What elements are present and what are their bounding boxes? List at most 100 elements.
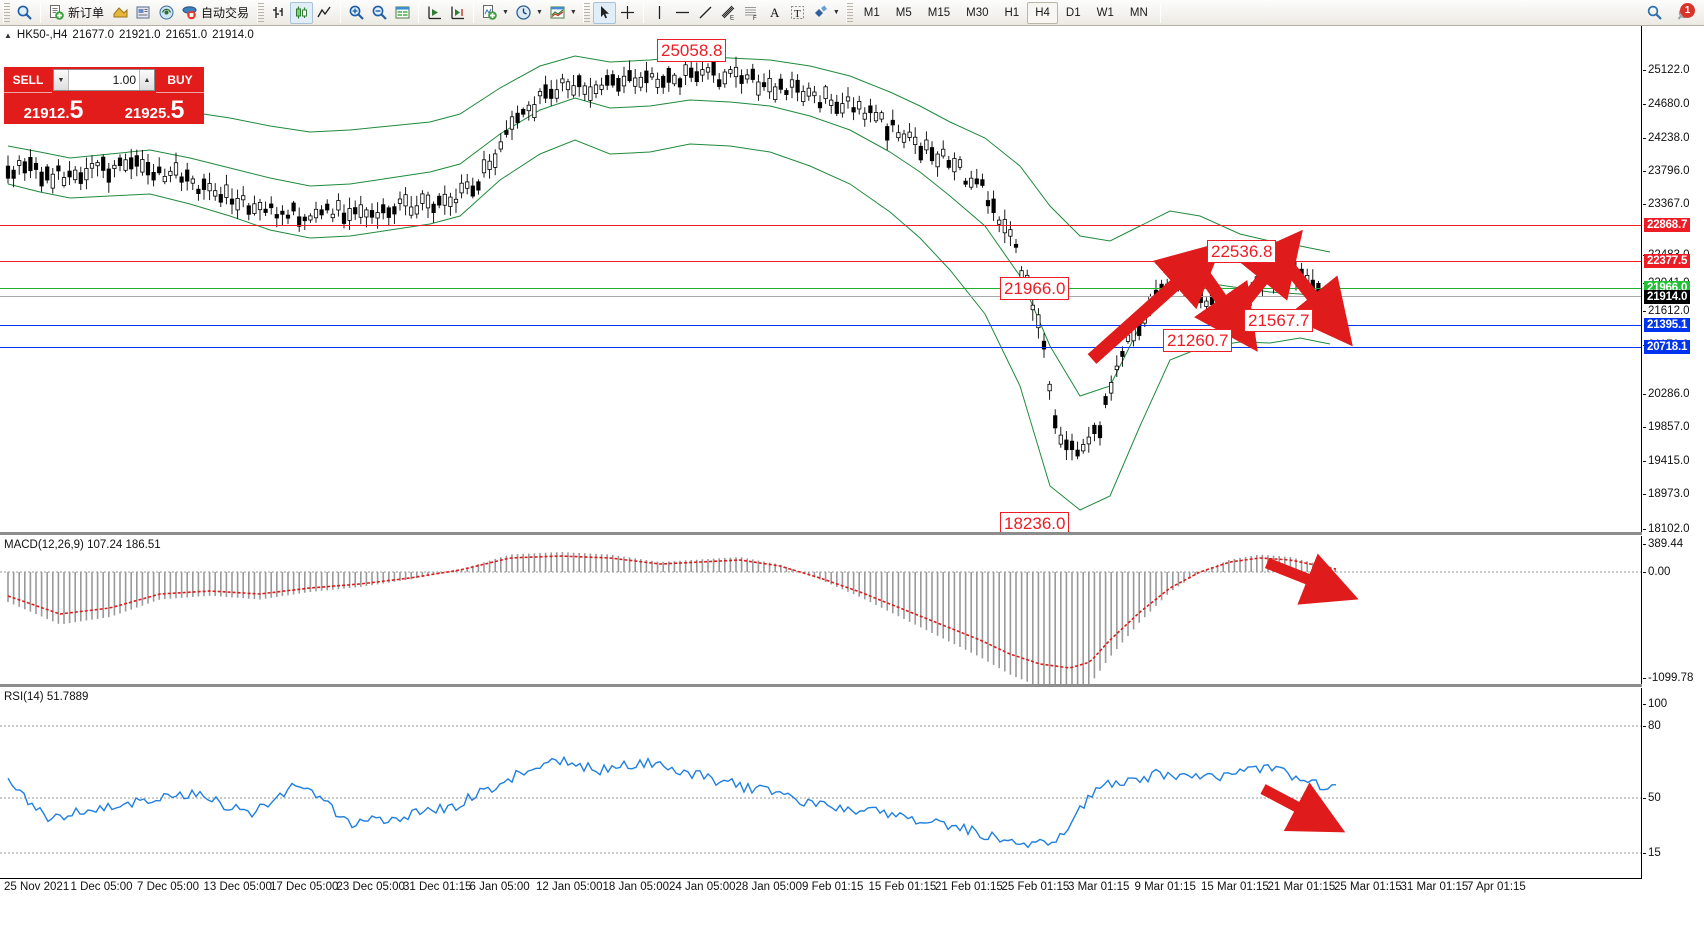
chevron-down-icon-4[interactable]: ▼ [832,9,840,16]
chart-shift-icon[interactable] [446,2,469,24]
zoom-out-icon[interactable] [368,2,391,24]
timeframe-m1[interactable]: M1 [863,6,880,19]
price-chip-21395: 21395.1 [1644,318,1691,332]
price-tick: 24680.0 [1643,98,1690,110]
timeframe-h4[interactable]: H4 [1027,1,1058,24]
time-axis[interactable]: 25 Nov 2021 1 Dec 05:00 7 Dec 05:00 13 Dec … [0,881,1704,901]
order-price-row: 21912 . 5 21925 . 5 [4,93,204,124]
signals-icon[interactable] [155,2,178,24]
price-tick: 18973.0 [1643,488,1690,500]
toolbar-grip[interactable] [3,2,10,23]
toolbar-separator-3 [418,2,420,23]
fibonacci-icon[interactable]: F [740,2,763,24]
rsi-plot[interactable]: RSI(14) 51.7889 [0,688,1642,878]
svg-text:E: E [730,16,734,22]
data-window-icon[interactable] [391,2,414,24]
timeframe-m30[interactable]: M30 [966,6,989,19]
macd-series [0,552,1641,684]
chart-container[interactable]: 25058.8 21966.0 22536.8 21567.7 21260.7 … [0,26,1704,949]
rsi-pane[interactable]: RSI(14) 51.7889 100 [0,688,1704,878]
crosshair-icon[interactable] [616,2,639,24]
chevron-down-icon-3[interactable]: ▼ [569,9,577,16]
timeframe-h1[interactable]: H1 [1004,6,1020,19]
price-tick: 25122.0 [1643,64,1690,76]
bar-chart-icon[interactable] [267,2,290,24]
sell-price-dec: 5 [69,96,84,125]
price-tick: 24238.0 [1643,132,1690,144]
vertical-line-icon[interactable] [648,2,671,24]
timeframe-mn[interactable]: MN [1129,6,1148,19]
trendline-icon[interactable] [694,2,717,24]
buy-price[interactable]: 21925 . 5 [105,93,204,124]
time-tick: 21 Feb 01:15 [935,881,1003,893]
buy-price-dec: 5 [170,96,185,125]
rsi-axis[interactable]: 100 80 50 15 [1643,688,1704,878]
indicator-list-icon[interactable]: ▼ [546,2,580,24]
time-tick: 7 Apr 01:15 [1467,881,1526,893]
time-tick: 9 Feb 01:15 [802,881,864,893]
volume-stepper[interactable]: ▼ 1.00 ▲ [53,69,155,91]
sell-price[interactable]: 21912 . 5 [4,93,103,124]
price-tick: 23367.0 [1643,198,1690,210]
text-label-icon[interactable]: T [786,2,809,24]
timeframe-m15[interactable]: M15 [927,6,951,19]
volume-input[interactable]: 1.00 [112,73,136,87]
auto-scroll-icon[interactable] [423,2,446,24]
time-tick: 21 Mar 01:15 [1267,881,1336,893]
chevron-down-icon-2[interactable]: ▼ [535,9,543,16]
notifications-icon[interactable]: 1 [1672,2,1698,24]
buy-button[interactable]: BUY [156,67,204,93]
auto-trading-button[interactable]: 自动交易 [178,2,254,24]
toolbar-grip-4[interactable] [845,2,853,23]
price-axis[interactable]: 25122.0 24680.0 24238.0 23796.0 23367.0 … [1643,26,1704,535]
macd-plot[interactable]: MACD(12,26,9) 107.24 186.51 [0,536,1642,684]
buy-price-int: 21925 [124,105,167,122]
equidistant-channel-icon[interactable]: E [717,2,740,24]
text-icon[interactable]: A [763,2,786,24]
sell-button[interactable]: SELL [4,67,52,93]
time-tick: 25 Feb 01:15 [1001,881,1070,893]
time-tick: 15 Mar 01:15 [1201,881,1269,893]
toolbar-grip-2[interactable] [257,2,265,23]
rsi-tick: 15 [1643,847,1661,859]
templates-icon[interactable]: ▼ [478,2,512,24]
collapse-icon[interactable]: ▲ [4,30,12,40]
period-icon[interactable]: ▼ [512,2,546,24]
time-tick: 31 Mar 01:15 [1400,881,1469,893]
one-click-trading-panel[interactable]: SELL ▼ 1.00 ▲ BUY 21912 . 5 21925 . 5 [4,67,204,124]
shapes-icon[interactable]: ▼ [809,2,843,24]
news-icon[interactable] [132,2,155,24]
new-order-button[interactable]: 新订单 [45,2,109,24]
notification-count: 1 [1680,2,1695,18]
timeframe-m5[interactable]: M5 [895,6,912,19]
cursor-icon[interactable] [592,1,616,24]
time-tick: 23 Dec 05:00 [336,881,405,893]
pane-separator-1[interactable] [0,532,1642,535]
price-plot[interactable]: 25058.8 21966.0 22536.8 21567.7 21260.7 … [0,26,1642,534]
magnifier-icon[interactable] [13,2,36,24]
volume-decrease-icon[interactable]: ▼ [54,70,69,90]
price-tick: 18102.0 [1643,523,1690,535]
chevron-down-icon[interactable]: ▼ [502,9,509,16]
timeframe-d1[interactable]: D1 [1065,6,1081,19]
horizontal-line-icon[interactable] [671,2,694,24]
timeframe-w1[interactable]: W1 [1096,6,1114,19]
toolbar-separator-6 [1159,2,1161,23]
zoom-in-icon[interactable] [345,2,368,24]
pane-separator-2[interactable] [0,684,1642,687]
line-chart-icon[interactable] [313,2,336,24]
toolbar-grip-3[interactable] [582,2,590,23]
time-tick: 25 Mar 01:15 [1334,881,1402,893]
search-icon[interactable] [1643,2,1666,24]
volume-increase-icon[interactable]: ▲ [139,70,154,90]
macd-pane[interactable]: MACD(12,26,9) 107.24 186.51 [0,536,1704,684]
indicators-icon[interactable] [109,2,132,24]
macd-tick: -1099.78 [1643,672,1693,684]
time-tick: 25 Nov 2021 [4,881,70,893]
macd-axis[interactable]: 389.44 0.00 -1099.78 [1643,536,1704,684]
toolbar-separator-2 [340,2,342,23]
macd-arrow [1264,553,1359,605]
price-pane[interactable]: 25058.8 21966.0 22536.8 21567.7 21260.7 … [0,26,1704,535]
candlestick-chart-icon[interactable] [290,1,314,24]
level-line-21966 [0,288,1641,289]
